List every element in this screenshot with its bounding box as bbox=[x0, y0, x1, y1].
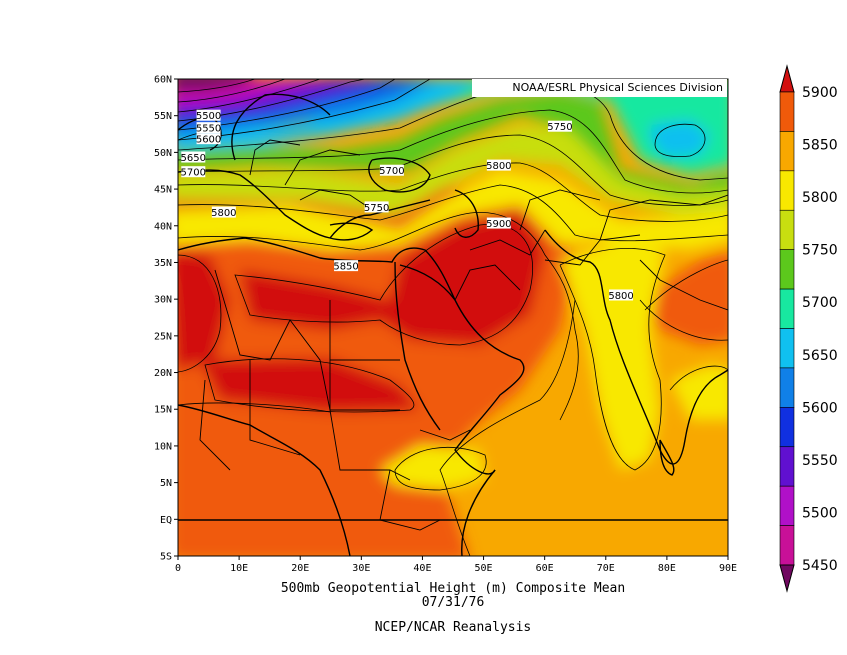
contour-label: 5700 bbox=[379, 164, 405, 177]
colorbar-swatch bbox=[779, 131, 795, 172]
lon-tick-label: 60E bbox=[536, 563, 554, 574]
lat-tick-label: 50N bbox=[154, 148, 172, 159]
plot-frame bbox=[177, 78, 729, 557]
contour-label: 5800 bbox=[486, 159, 512, 172]
colorbar-level-label: 5550 bbox=[802, 453, 838, 469]
lon-tick-label: 70E bbox=[597, 563, 615, 574]
colorbar-swatch bbox=[779, 249, 795, 290]
height-field bbox=[178, 79, 728, 556]
colorbar: 5900 5850 5800 5750 5700 5650 5600 5550 5500 5450 bbox=[779, 64, 838, 593]
contour-label: 5650 bbox=[181, 151, 206, 164]
colorbar-swatch bbox=[779, 328, 795, 369]
colorbar-level-label: 5650 bbox=[802, 348, 838, 364]
colorbar-level-label: 5450 bbox=[802, 558, 838, 574]
lon-tick-label: 80E bbox=[658, 563, 676, 574]
lon-tick-label: 10E bbox=[230, 563, 248, 574]
longitude-axis: 0 10E 20E 30E 40E 50E 60E 70E 80E 90E bbox=[175, 556, 737, 574]
svg-text:5650: 5650 bbox=[181, 153, 206, 164]
svg-text:5500: 5500 bbox=[196, 111, 221, 122]
country-borders bbox=[199, 139, 728, 531]
lat-tick-label: EQ bbox=[160, 515, 172, 526]
lon-tick-label: 30E bbox=[352, 563, 370, 574]
lat-tick-label: 35N bbox=[154, 258, 172, 269]
contour-label: 5750 bbox=[364, 201, 389, 214]
colorbar-level-label: 5500 bbox=[802, 505, 838, 521]
svg-text:5800: 5800 bbox=[608, 291, 633, 302]
colorbar-swatch bbox=[779, 288, 795, 329]
contour-label: 5700 bbox=[181, 166, 206, 179]
contour-label: 5550 bbox=[196, 122, 221, 135]
lon-tick-label: 90E bbox=[719, 563, 737, 574]
contour-label: 5850 bbox=[333, 260, 359, 273]
data-source: NCEP/NCAR Reanalysis bbox=[374, 620, 532, 635]
contour-label: 5500 bbox=[196, 109, 221, 122]
latitude-axis: 60N 55N 50N 45N 40N 35N 30N 25N 20N 15N 10N 5N EQ 5S bbox=[154, 75, 178, 563]
colorbar-swatch bbox=[779, 170, 795, 211]
colorbar-swatch bbox=[779, 209, 795, 250]
contour-label: 5750 bbox=[547, 120, 573, 133]
lat-tick-label: 40N bbox=[154, 221, 172, 232]
contour-label: 5900 bbox=[486, 217, 512, 230]
lat-tick-label: 5S bbox=[160, 552, 172, 563]
lon-tick-label: 20E bbox=[291, 563, 309, 574]
contour-label: 5800 bbox=[211, 206, 237, 219]
lat-tick-label: 15N bbox=[154, 405, 172, 416]
lat-tick-label: 10N bbox=[154, 441, 172, 452]
lat-tick-label: 30N bbox=[154, 295, 172, 306]
svg-text:5900: 5900 bbox=[486, 219, 511, 230]
colorbar-level-label: 5900 bbox=[802, 85, 838, 101]
lon-tick-label: 50E bbox=[475, 563, 493, 574]
contour-label: 5600 bbox=[196, 133, 221, 146]
colorbar-swatch bbox=[779, 407, 795, 448]
lon-tick-label: 40E bbox=[413, 563, 431, 574]
colorbar-max-arrow bbox=[779, 64, 795, 93]
lat-tick-label: 5N bbox=[160, 478, 172, 489]
colorbar-swatch bbox=[779, 91, 795, 132]
svg-text:5800: 5800 bbox=[486, 161, 511, 172]
colorbar-level-label: 5750 bbox=[802, 243, 838, 259]
credit-label: NOAA/ESRL Physical Sciences Division bbox=[472, 79, 727, 97]
colorbar-swatch bbox=[779, 485, 795, 526]
svg-text:5700: 5700 bbox=[379, 166, 404, 177]
lon-tick-label: 0 bbox=[175, 563, 181, 574]
svg-text:5850: 5850 bbox=[333, 262, 358, 273]
colorbar-swatch bbox=[779, 525, 795, 566]
svg-text:5800: 5800 bbox=[211, 208, 236, 219]
colorbar-level-label: 5850 bbox=[802, 138, 838, 154]
lat-tick-label: 60N bbox=[154, 75, 172, 86]
map-date: 07/31/76 bbox=[421, 595, 485, 610]
lat-tick-label: 20N bbox=[154, 368, 172, 379]
colorbar-level-label: 5800 bbox=[802, 190, 838, 206]
colorbar-level-label: 5600 bbox=[802, 400, 838, 416]
svg-text:5700: 5700 bbox=[181, 168, 206, 179]
svg-text:5750: 5750 bbox=[547, 122, 572, 133]
svg-text:5750: 5750 bbox=[364, 203, 389, 214]
lat-tick-label: 25N bbox=[154, 331, 172, 342]
lat-tick-label: 45N bbox=[154, 185, 172, 196]
contour-label: 5800 bbox=[608, 289, 634, 302]
colorbar-min-arrow bbox=[779, 564, 795, 593]
svg-text:5550: 5550 bbox=[196, 124, 221, 135]
svg-text:5600: 5600 bbox=[196, 135, 221, 146]
colorbar-swatch bbox=[779, 367, 795, 408]
colorbar-level-label: 5700 bbox=[802, 295, 838, 311]
lat-tick-label: 55N bbox=[154, 111, 172, 122]
colorbar-swatch bbox=[779, 446, 795, 487]
map-title: 500mb Geopotential Height (m) Composite … bbox=[280, 581, 626, 596]
